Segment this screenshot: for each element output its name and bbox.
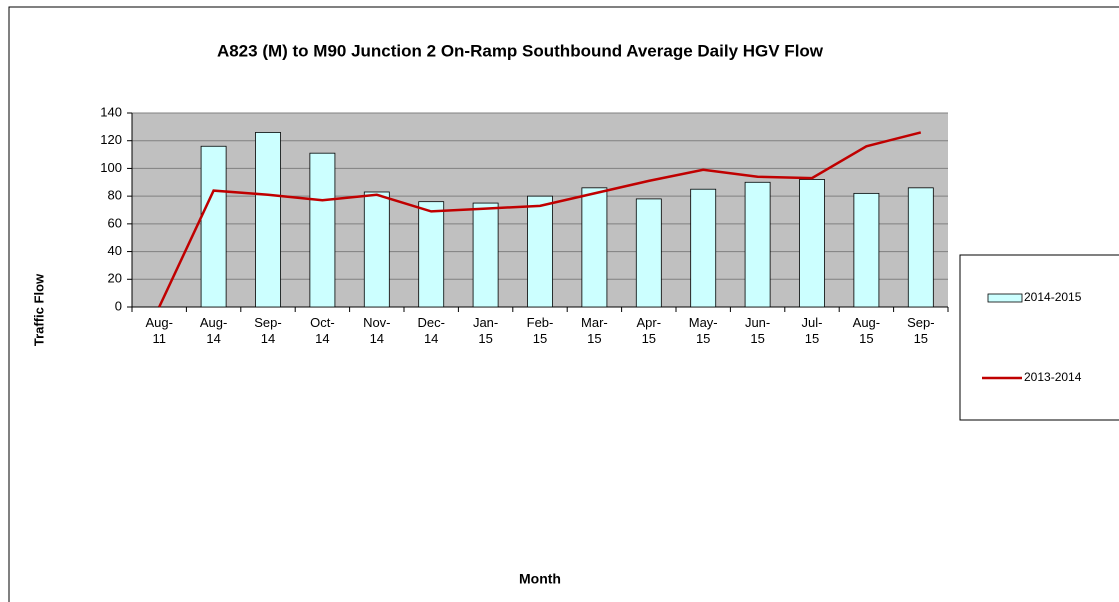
legend-label: 2013-2014 [1024, 370, 1082, 384]
line [158, 131, 922, 308]
y-axis-label: Traffic Flow [31, 273, 46, 346]
bar [363, 191, 390, 308]
x-tick-label: Nov-14 [363, 315, 391, 346]
bar [255, 131, 281, 308]
y-tick-label: 120 [100, 132, 122, 147]
x-tick-label: Sep-15 [907, 315, 935, 346]
bar [690, 188, 717, 308]
x-tick-label: Jan-15 [472, 315, 499, 346]
bar [853, 192, 880, 308]
bar [309, 152, 336, 308]
x-tick-label: May-15 [688, 315, 718, 346]
legend-label: 2014-2015 [1024, 290, 1082, 304]
y-tick-label: 20 [108, 271, 122, 286]
x-axis-label: Month [519, 571, 561, 587]
y-tick-label: 60 [108, 215, 122, 230]
chart-title: A823 (M) to M90 Junction 2 On-Ramp South… [217, 41, 824, 60]
x-tick-label: Jun-15 [744, 315, 771, 346]
x-tick-label: Jul-15 [801, 315, 823, 346]
x-tick-label: Aug-15 [852, 315, 881, 346]
x-tick-label: Feb-15 [526, 315, 554, 346]
bar [200, 145, 227, 308]
x-tick-label: Aug-11 [145, 315, 173, 346]
x-tick-label: Sep-14 [254, 315, 282, 346]
bar [744, 181, 771, 308]
bar [799, 179, 825, 308]
y-tick-label: 40 [108, 243, 122, 258]
legend-swatch [987, 293, 1023, 303]
x-tick-label: Apr-15 [636, 315, 662, 346]
y-tick-label: 140 [100, 104, 122, 119]
bar [472, 202, 499, 308]
x-tick-label: Oct-14 [310, 315, 335, 346]
bar [635, 198, 662, 308]
bar [907, 187, 934, 308]
bar [418, 201, 445, 308]
y-tick-label: 80 [108, 188, 122, 203]
bar [527, 195, 553, 308]
x-tick-label: Dec-14 [417, 315, 445, 346]
legend-box [959, 254, 1119, 421]
y-tick-label: 100 [100, 160, 122, 175]
x-tick-label: Aug-14 [199, 315, 228, 346]
y-tick-label: 0 [115, 298, 122, 313]
x-tick-label: Mar-15 [581, 315, 608, 346]
bar [581, 187, 608, 308]
